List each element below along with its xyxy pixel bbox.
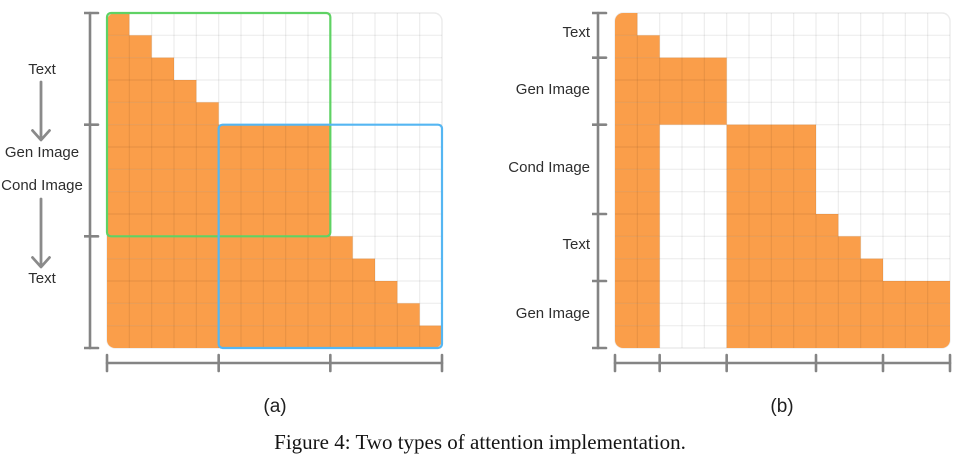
down-arrow-icon (31, 80, 51, 142)
attention-mask-chart-a (84, 11, 444, 373)
panel-label-b: (b) (770, 396, 794, 417)
attention-mask-chart-b (592, 11, 952, 373)
row-block-label-gen-image-top-b: Gen Image (515, 80, 590, 98)
row-block-label-text-bottom-a: Text (28, 269, 56, 287)
figure-caption: Figure 4: Two types of attention impleme… (274, 430, 686, 454)
panel-label-a: (a) (263, 396, 287, 417)
row-block-label-text-top-b: Text (562, 23, 590, 41)
row-block-label-text-bottom-b: Text (562, 235, 590, 253)
row-block-label-text-top-a: Text (28, 60, 56, 78)
row-block-label-gen-image-bottom-b: Gen Image (515, 304, 590, 322)
row-block-label-cond-image-b: Cond Image (508, 158, 590, 176)
row-block-label-cond-image-a: Cond Image (1, 176, 83, 194)
row-block-label-gen-image-a: Gen Image (4, 143, 80, 161)
down-arrow-icon (31, 197, 51, 269)
